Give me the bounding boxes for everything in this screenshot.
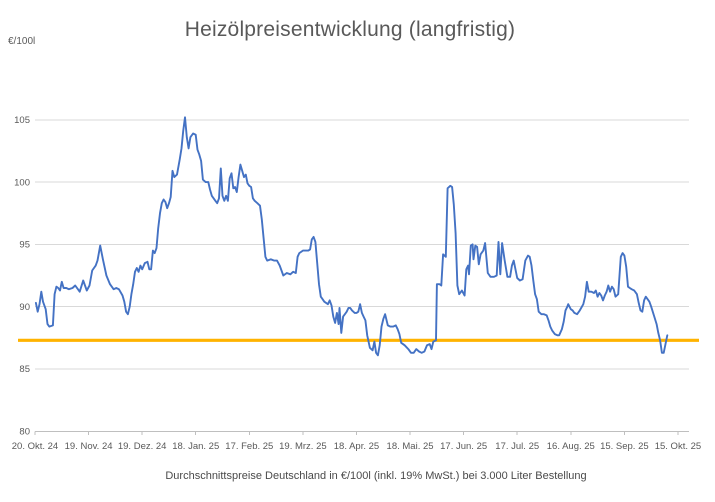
y-axis-unit-label: €/100l	[8, 36, 36, 47]
x-tick-label: 17. Feb. 25	[225, 441, 273, 452]
x-tick-label: 15. Okt. 25	[655, 441, 701, 452]
chart-footnote: Durchschnittspreise Deutschland in €/100…	[165, 470, 587, 482]
x-tick-label: 16. Aug. 25	[547, 441, 595, 452]
x-tick-label: 18. Mai. 25	[387, 441, 434, 452]
y-tick-label: 90	[19, 302, 30, 313]
x-tick-label: 15. Sep. 25	[600, 441, 649, 452]
x-tick-label: 17. Jun. 25	[440, 441, 487, 452]
y-tick-label: 105	[14, 115, 30, 126]
x-tick-label: 19. Mrz. 25	[279, 441, 327, 452]
price-series-line	[34, 116, 669, 357]
x-tick-label: 18. Apr. 25	[334, 441, 379, 452]
x-tick-label: 18. Jan. 25	[172, 441, 219, 452]
y-tick-label: 85	[19, 364, 30, 375]
y-tick-label: 80	[19, 427, 30, 438]
chart-title: Heizölpreisentwicklung (langfristig)	[184, 18, 516, 41]
x-tick-label: 17. Jul. 25	[495, 441, 539, 452]
x-tick-label: 20. Okt. 24	[12, 441, 58, 452]
y-tick-label: 95	[19, 240, 30, 251]
y-tick-label: 100	[14, 177, 30, 188]
x-tick-label: 19. Nov. 24	[65, 441, 113, 452]
x-tick-label: 19. Dez. 24	[118, 441, 167, 452]
